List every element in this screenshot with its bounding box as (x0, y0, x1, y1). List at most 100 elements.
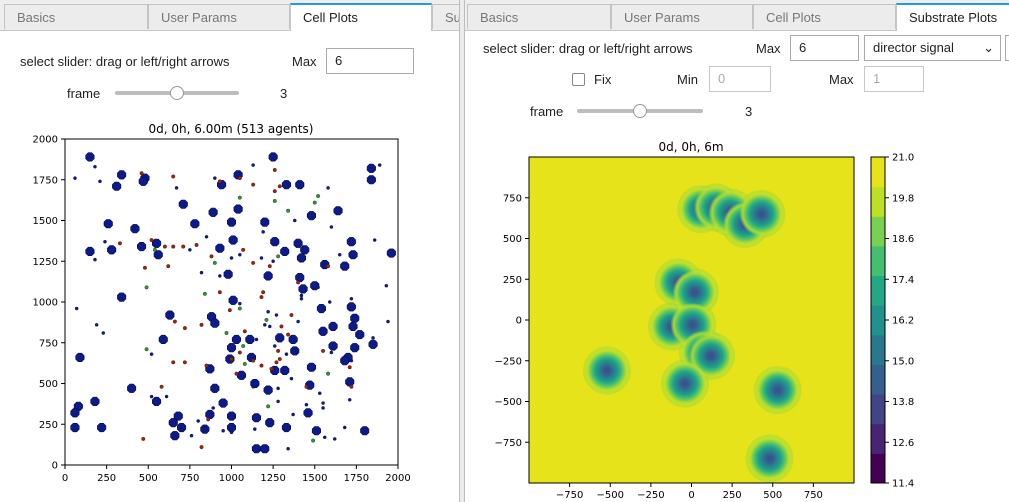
small-blue-cell (179, 427, 184, 431)
tab-substrate-plots[interactable]: Substrate Plots (896, 3, 1009, 31)
large-blue-cell (152, 238, 162, 248)
large-blue-cell (350, 313, 360, 323)
large-blue-cell (138, 176, 148, 186)
colorbar-tick-label: 18.6 (892, 234, 914, 245)
colorbar-tick-label: 15.0 (892, 356, 914, 367)
red-cell (117, 241, 122, 246)
large-blue-cell (303, 408, 313, 418)
small-blue-cell (329, 350, 334, 355)
max-frame-input[interactable]: 6 (326, 48, 414, 74)
red-cell (199, 445, 204, 450)
tab-basics[interactable]: Basics (467, 4, 611, 29)
tab-user-params[interactable]: User Params (148, 4, 290, 29)
small-blue-cell (103, 239, 107, 244)
small-blue-cell (238, 252, 242, 257)
red-cell (289, 313, 294, 317)
green-cell (311, 438, 316, 443)
frame-slider-thumb[interactable] (633, 104, 647, 118)
y-tick-label: 250 (503, 275, 522, 286)
tab-cell-plots[interactable]: Cell Plots (753, 4, 896, 29)
tab-user-params[interactable]: User Params (611, 4, 753, 29)
large-blue-cell (268, 152, 278, 162)
small-blue-cell (293, 218, 297, 223)
large-blue-cell (306, 211, 317, 221)
small-blue-cell (253, 427, 257, 431)
large-blue-cell (117, 170, 127, 180)
tab-basics[interactable]: Basics (4, 4, 148, 29)
small-blue-cell (73, 176, 77, 180)
green-cell (224, 331, 229, 335)
small-blue-cell (377, 163, 382, 167)
x-tick-label: 0 (62, 473, 68, 484)
red-cell (259, 363, 264, 368)
min-label: Min (677, 72, 698, 87)
red-cell (296, 280, 301, 285)
x-tick-label: −750 (556, 490, 583, 501)
cropped-button[interactable] (1005, 35, 1009, 61)
green-cell (316, 194, 321, 198)
small-blue-cell (349, 358, 354, 363)
colorbar-band (871, 423, 885, 454)
y-tick-label: 0 (516, 316, 522, 327)
red-cell (251, 182, 256, 187)
y-tick-label: 1750 (33, 175, 58, 186)
small-blue-cell (213, 176, 217, 180)
substrate-select[interactable]: director signal ⌄ (864, 35, 1001, 61)
tab-cell-plots[interactable]: Cell Plots (290, 3, 432, 31)
max-range-input[interactable]: 1 (864, 66, 924, 92)
red-cell (162, 244, 167, 249)
red-cell (227, 308, 232, 313)
green-cell (152, 247, 157, 252)
large-blue-cell (366, 175, 376, 185)
large-blue-cell (236, 370, 246, 380)
small-blue-cell (276, 386, 280, 391)
fix-checkbox[interactable] (572, 73, 585, 86)
colorbar-tick-label: 19.8 (892, 193, 914, 204)
y-tick-label: 1250 (33, 257, 58, 268)
red-cell (272, 189, 277, 194)
green-cell (266, 404, 271, 409)
large-blue-cell (117, 292, 127, 302)
frame-value: 3 (745, 104, 753, 119)
substrate-cell-blob (585, 348, 629, 393)
small-blue-cell (321, 406, 325, 410)
y-tick-label: 750 (39, 338, 58, 349)
large-blue-cell (318, 326, 328, 336)
small-blue-cell (93, 164, 97, 169)
green-cell (202, 291, 207, 296)
red-cell (259, 295, 264, 300)
small-blue-cell (266, 310, 270, 314)
large-blue-cell (348, 321, 358, 332)
large-blue-cell (328, 341, 338, 351)
colorbar-tick-label: 13.8 (892, 397, 914, 408)
small-blue-cell (349, 296, 354, 301)
small-blue-cell (299, 296, 304, 301)
large-blue-cell (270, 237, 280, 247)
colorbar-band (871, 186, 885, 217)
min-range-input[interactable]: 0 (709, 66, 771, 92)
small-blue-cell (329, 225, 334, 229)
max-label: Max (756, 41, 781, 56)
small-blue-cell (221, 429, 225, 433)
small-blue-cell (274, 313, 279, 317)
y-tick-label: 1500 (33, 216, 58, 227)
red-cell (237, 350, 242, 355)
frame-slider-thumb[interactable] (170, 86, 184, 100)
small-blue-cell (347, 398, 352, 402)
small-blue-cell (327, 300, 332, 304)
max-frame-input[interactable]: 6 (790, 35, 859, 61)
y-tick-label: −500 (495, 397, 522, 408)
colorbar-tick-label: 16.2 (892, 316, 914, 327)
large-blue-cell (340, 261, 350, 271)
large-blue-cell (168, 418, 178, 428)
large-blue-cell (158, 334, 168, 345)
large-blue-cell (355, 330, 365, 340)
large-blue-cell (251, 444, 262, 454)
large-blue-cell (75, 352, 85, 363)
large-blue-cell (316, 303, 327, 314)
small-blue-cell (372, 238, 377, 242)
large-blue-cell (97, 422, 107, 433)
colorbar-tick-label: 17.4 (892, 275, 914, 286)
tab-substrate-plots[interactable]: Su (432, 4, 459, 29)
colorbar-band (871, 245, 885, 277)
